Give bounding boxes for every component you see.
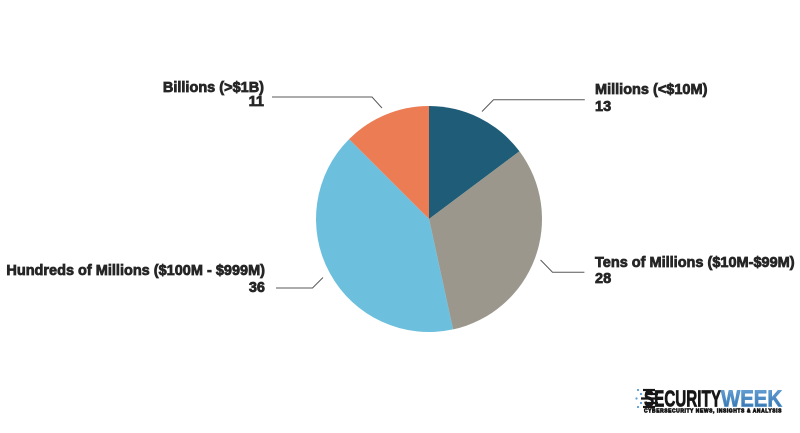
svg-text:Millions (<$10M): Millions (<$10M) [595, 82, 708, 98]
svg-text:28: 28 [595, 271, 611, 287]
svg-text:11: 11 [249, 94, 264, 110]
svg-text:36: 36 [249, 280, 265, 296]
svg-text:CYBERSECURITY NEWS, INSIGHTS &: CYBERSECURITY NEWS, INSIGHTS & ANALYSIS [644, 409, 782, 415]
svg-text:13: 13 [595, 99, 611, 115]
svg-text:Hundreds of Millions ($100M -: Hundreds of Millions ($100M - $999M) [6, 263, 265, 279]
svg-text:Tens of Millions ($10M-$99M): Tens of Millions ($10M-$99M) [595, 255, 795, 271]
